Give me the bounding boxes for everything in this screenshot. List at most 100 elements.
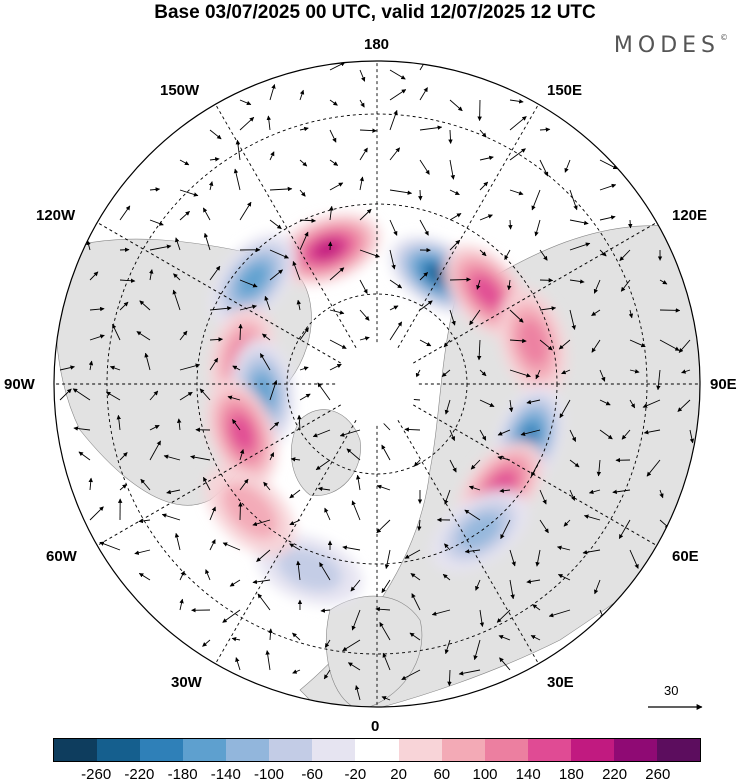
wind-vector xyxy=(619,249,631,262)
wind-vector xyxy=(209,506,216,521)
wind-vector xyxy=(498,635,511,641)
colorbar-swatch-14 xyxy=(656,739,700,761)
wind-vector xyxy=(375,607,391,612)
colorbar-tick-label: 100 xyxy=(472,766,498,783)
wind-vector xyxy=(209,157,220,162)
wind-vector xyxy=(444,639,451,655)
wind-vector xyxy=(677,399,691,412)
colorbar-swatch-2 xyxy=(140,739,184,761)
lon-label-120e: 120E xyxy=(672,207,708,224)
wind-vector xyxy=(447,669,452,687)
wind-vector xyxy=(163,454,181,461)
wind-vector xyxy=(539,339,553,351)
wind-vector xyxy=(449,429,456,441)
wind-vector xyxy=(329,129,337,143)
wind-vector xyxy=(239,116,255,131)
wind-vector xyxy=(233,168,241,191)
wind-vector xyxy=(534,219,541,237)
wind-vector xyxy=(59,388,72,401)
wind-vector xyxy=(599,215,616,221)
wind-vector xyxy=(526,399,541,405)
wind-vector xyxy=(629,339,646,348)
wind-vector xyxy=(499,488,511,493)
wind-vector xyxy=(415,369,421,378)
wind-vector xyxy=(231,636,241,642)
wind-vector xyxy=(289,543,301,551)
wind-vector xyxy=(659,279,668,285)
wind-vector xyxy=(73,426,91,431)
wind-vector xyxy=(418,189,423,201)
wind-vector xyxy=(179,391,193,401)
wind-vector xyxy=(535,549,541,567)
wind-vector xyxy=(59,365,75,371)
anomaly-contour-2-3 xyxy=(238,263,269,297)
colorbar-swatch-12 xyxy=(570,739,614,761)
wind-vector xyxy=(389,109,398,131)
wind-vector xyxy=(222,609,241,623)
wind-vector xyxy=(413,459,421,467)
wind-vector xyxy=(558,339,571,350)
colorbar-tick-label: -140 xyxy=(210,766,241,783)
wind-vector xyxy=(569,489,576,501)
wind-vector xyxy=(479,399,495,407)
wind-vector xyxy=(205,569,211,581)
wind-vector xyxy=(89,506,104,521)
anomaly-contour-1-4 xyxy=(312,238,343,260)
wind-vector xyxy=(612,489,631,495)
wind-vector xyxy=(419,339,432,347)
wind-vector xyxy=(269,452,275,461)
wind-vector xyxy=(144,352,151,371)
wind-vector xyxy=(176,418,182,431)
wind-vector xyxy=(449,213,462,221)
wind-vector xyxy=(508,219,513,230)
graticule xyxy=(54,61,700,707)
anomaly-contour-3-3 xyxy=(472,275,502,309)
wind-vector xyxy=(509,579,515,600)
wind-vector xyxy=(464,509,481,521)
wind-vector xyxy=(268,628,273,641)
wind-vector xyxy=(569,309,576,330)
wind-vector xyxy=(629,399,636,409)
wind-vector xyxy=(259,353,271,371)
wind-vector xyxy=(339,429,361,437)
wind-vector xyxy=(557,574,571,581)
wind-vector xyxy=(419,300,433,311)
wind-vector xyxy=(342,639,361,652)
wind-vector xyxy=(359,128,377,133)
wind-vector xyxy=(359,279,368,294)
wind-vector xyxy=(209,357,219,371)
wind-vector xyxy=(173,273,181,281)
wind-vector xyxy=(359,249,380,258)
wind-vector xyxy=(315,459,331,471)
wind-vector xyxy=(235,657,241,671)
wind-vector xyxy=(444,399,451,415)
wind-vector xyxy=(410,573,421,581)
wind-vector xyxy=(299,218,316,223)
wind-vector xyxy=(359,309,370,321)
wind-vector xyxy=(479,429,487,441)
wind-vector xyxy=(112,323,121,341)
wind-vector xyxy=(262,333,271,341)
wind-vector xyxy=(561,369,571,375)
wind-vector xyxy=(409,632,421,641)
wind-vector xyxy=(350,579,361,592)
wind-vector xyxy=(116,414,122,431)
wind-vector xyxy=(88,360,94,371)
wind-vector xyxy=(417,519,422,531)
wind-vector xyxy=(431,609,451,616)
colorbar-tick-label: -180 xyxy=(167,766,198,783)
wind-vector xyxy=(593,279,601,294)
reference-vector-arrow xyxy=(648,704,703,710)
wind-vector xyxy=(539,489,547,505)
wind-vector xyxy=(329,182,344,191)
wind-vector xyxy=(257,593,271,611)
wind-vector xyxy=(569,189,578,211)
wind-vector xyxy=(509,148,526,161)
colorbar-tick-label: 20 xyxy=(390,766,407,783)
wind-vector xyxy=(317,382,331,401)
wind-vector xyxy=(269,219,282,230)
wind-vector xyxy=(346,448,361,461)
wind-vector xyxy=(449,189,460,196)
wind-vector xyxy=(381,444,391,461)
wind-vector xyxy=(628,219,633,229)
